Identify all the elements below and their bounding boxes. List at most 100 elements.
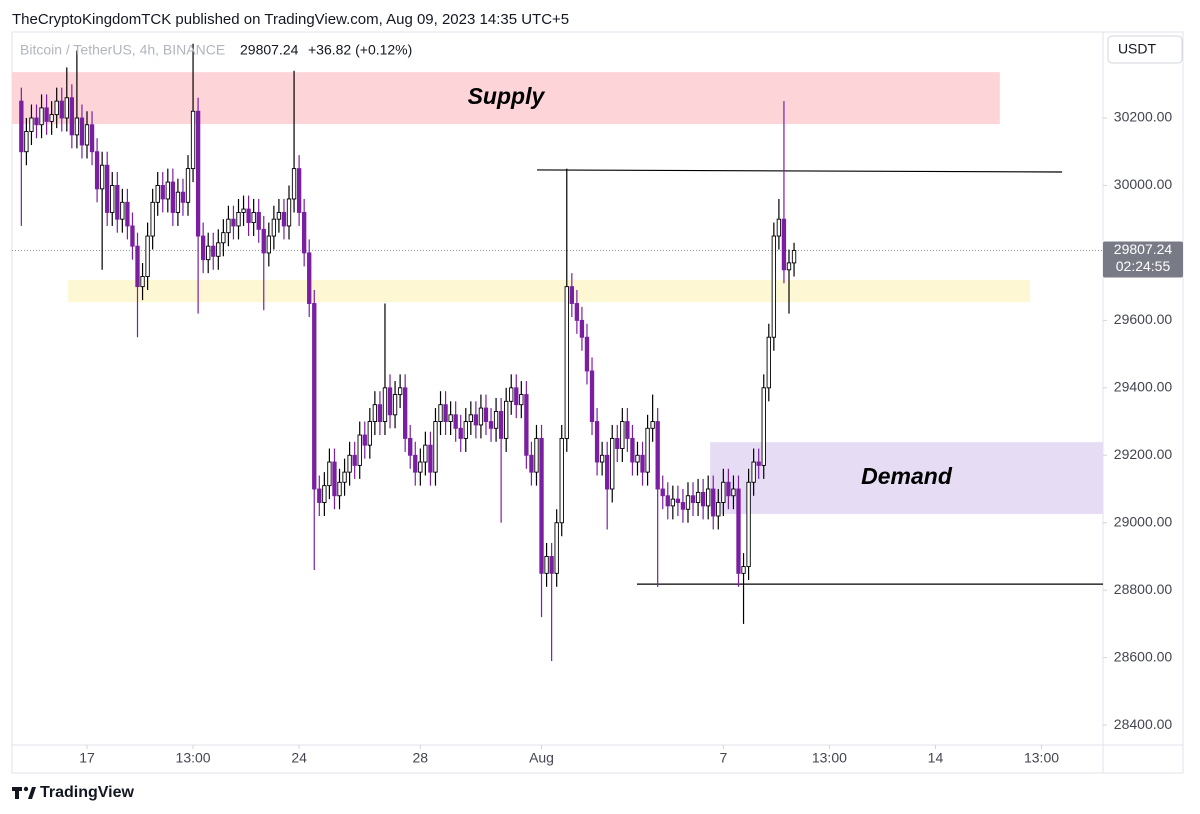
publisher: TheCryptoKingdomTCK published on Trading… xyxy=(12,11,569,28)
candle-body xyxy=(79,117,85,146)
candle-body xyxy=(640,454,645,473)
candle-body xyxy=(498,410,504,439)
candle-body xyxy=(301,211,307,254)
candle-body xyxy=(317,488,322,503)
candle-body xyxy=(706,488,711,507)
y-tick-label: 28800.00 xyxy=(1114,581,1173,597)
candle-body xyxy=(610,437,615,490)
candle-body xyxy=(716,502,721,517)
candle-body xyxy=(387,387,393,416)
candle-body xyxy=(478,407,484,426)
candle-body xyxy=(524,394,529,456)
candle-body xyxy=(438,404,443,423)
candle-body xyxy=(372,404,378,423)
candle-body xyxy=(211,245,216,257)
candle-body xyxy=(110,185,115,213)
candle-body xyxy=(291,168,297,200)
x-tick-label: 24 xyxy=(291,750,307,766)
candle-body xyxy=(180,191,186,203)
candle-body xyxy=(130,225,135,247)
candle-body xyxy=(746,481,751,568)
candle-body xyxy=(786,262,792,271)
candle-body xyxy=(397,387,403,396)
candle-body xyxy=(69,97,75,136)
candle-body xyxy=(342,471,347,483)
candle-body xyxy=(564,286,569,439)
candle-body xyxy=(89,124,95,153)
y-tick-label: 29200.00 xyxy=(1114,446,1173,462)
candle-body xyxy=(413,454,418,473)
candle-body xyxy=(660,488,665,497)
candle-body xyxy=(160,185,165,200)
candle-body xyxy=(125,201,130,227)
candle-body xyxy=(423,444,428,463)
candle-body xyxy=(625,421,630,439)
x-tick-label: Aug xyxy=(529,750,554,766)
candle-body xyxy=(24,131,29,153)
level-line xyxy=(536,169,1063,173)
candle-body xyxy=(281,211,287,227)
x-tick-label: 7 xyxy=(719,750,727,766)
candle-body xyxy=(392,394,398,416)
candle-body xyxy=(574,303,580,321)
candle-body xyxy=(296,168,302,213)
candle-body xyxy=(155,185,160,203)
zone-label: Supply xyxy=(468,83,546,109)
currency[interactable]: USDT xyxy=(1118,41,1157,57)
candle-body xyxy=(731,488,736,497)
candle-body xyxy=(266,235,271,254)
y-tick-label: 28400.00 xyxy=(1114,716,1173,732)
candle-body xyxy=(105,164,110,213)
candle-body xyxy=(74,117,80,136)
candle-body xyxy=(509,387,514,402)
candle-body xyxy=(185,168,191,203)
candle-body xyxy=(19,100,24,153)
candle-body xyxy=(175,191,181,213)
candle-body xyxy=(463,421,468,439)
candle-body xyxy=(559,437,564,524)
candle-body xyxy=(44,107,49,122)
candle-body xyxy=(39,107,44,126)
candle-body xyxy=(190,110,196,170)
candle-body xyxy=(443,404,448,423)
candle-body xyxy=(226,218,231,234)
candle-body xyxy=(29,117,34,132)
currency-button[interactable] xyxy=(1107,35,1183,64)
candle-body xyxy=(721,481,726,503)
candle-body xyxy=(94,151,100,190)
candle-body xyxy=(271,218,277,237)
candle-body xyxy=(549,556,554,574)
candle-body xyxy=(569,286,574,304)
candle-body xyxy=(322,485,327,503)
brand: TradingView xyxy=(40,784,135,801)
legend-price: 29807.24 xyxy=(240,42,299,58)
y-tick-label: 30000.00 xyxy=(1114,176,1173,192)
candle-body xyxy=(408,437,413,456)
candle-body xyxy=(276,211,282,220)
price-tag-countdown: 02:24:55 xyxy=(1116,258,1171,274)
candle-body xyxy=(307,252,312,304)
y-tick-label: 29400.00 xyxy=(1114,379,1173,395)
candle-body xyxy=(231,218,236,227)
candle-body xyxy=(367,421,372,446)
candle-body xyxy=(216,242,221,257)
candle-body xyxy=(534,437,539,473)
symbol: Bitcoin / TetherUS, 4h, BINANCE xyxy=(20,42,225,58)
candle-body xyxy=(766,336,771,389)
candle-body xyxy=(655,421,660,490)
candle-body xyxy=(736,488,741,574)
candle-body xyxy=(605,454,610,490)
candle-body xyxy=(236,211,241,227)
candle-body xyxy=(327,461,332,487)
candle-body xyxy=(170,181,176,213)
candle-body xyxy=(781,218,787,271)
candle-body xyxy=(221,232,226,244)
candle-body xyxy=(751,461,756,483)
candle-body xyxy=(771,235,777,338)
candle-body xyxy=(544,556,549,574)
x-tick-label: 13:00 xyxy=(1024,750,1059,766)
candle-body xyxy=(761,387,766,466)
candle-body xyxy=(630,437,635,463)
candle-body xyxy=(539,437,544,574)
